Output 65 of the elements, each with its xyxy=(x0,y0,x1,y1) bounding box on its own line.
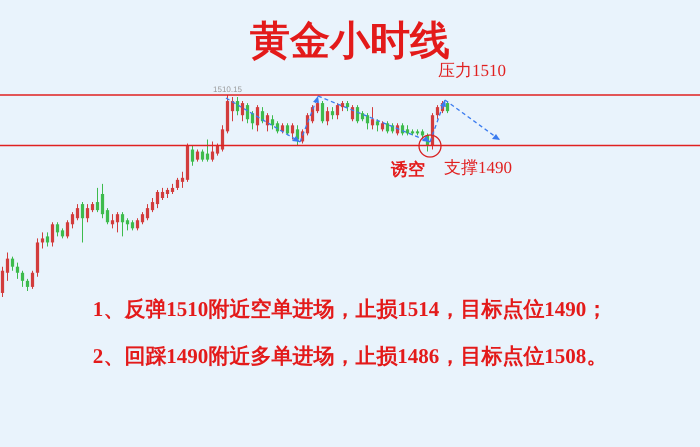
candlestick xyxy=(10,256,14,272)
candlestick xyxy=(386,120,390,134)
candlestick xyxy=(340,100,344,112)
candlestick xyxy=(376,118,380,132)
candlestick xyxy=(270,114,274,130)
candlestick xyxy=(206,138,210,162)
candlestick xyxy=(150,198,154,213)
candlestick xyxy=(26,278,30,292)
candlestick xyxy=(346,100,350,112)
candlestick xyxy=(196,149,200,162)
candlestick xyxy=(140,212,144,225)
candlestick xyxy=(6,252,10,282)
candlestick xyxy=(136,218,140,231)
candlestick xyxy=(160,187,164,201)
candlestick xyxy=(76,204,80,221)
legend-label: 支撑1490 xyxy=(444,158,512,177)
candlestick xyxy=(96,187,100,213)
candlestick xyxy=(266,112,270,132)
candlestick xyxy=(156,189,160,209)
candlestick xyxy=(326,106,330,126)
ref-line-label: 压力1510 xyxy=(438,61,506,80)
candlestick xyxy=(90,202,94,213)
candlestick xyxy=(320,100,324,124)
candlestick xyxy=(20,270,24,288)
candlestick xyxy=(200,149,204,162)
candlestick xyxy=(436,104,440,120)
candlestick xyxy=(100,183,104,219)
candlestick xyxy=(120,212,124,237)
candlestick xyxy=(86,204,90,223)
candlestick xyxy=(170,183,174,194)
candlestick xyxy=(40,232,44,250)
candlestick xyxy=(80,202,84,243)
candlestick xyxy=(180,171,184,188)
candlestick xyxy=(366,112,370,130)
candlestick xyxy=(30,270,34,290)
candlestick xyxy=(60,228,64,239)
candlestick xyxy=(16,262,20,280)
annotation: 1510.15 xyxy=(213,85,243,94)
candlestick xyxy=(110,214,114,229)
candlestick xyxy=(446,100,450,114)
candlestick xyxy=(166,187,170,199)
annotation: 诱空 xyxy=(390,160,425,179)
candlestick xyxy=(66,220,70,239)
candlestick xyxy=(70,212,74,229)
candlestick xyxy=(176,177,180,190)
candlestick xyxy=(0,266,4,298)
candlestick xyxy=(106,208,110,225)
chart-title: 黄金小时线 xyxy=(250,18,450,63)
candlestick xyxy=(130,220,134,231)
candlestick xyxy=(50,222,54,247)
candlestick xyxy=(380,120,384,132)
candlestick xyxy=(190,145,194,166)
candlestick xyxy=(290,122,294,140)
candlestick xyxy=(336,102,340,120)
candlestick xyxy=(146,204,150,221)
candlestick xyxy=(330,106,334,120)
annotation: 1、反弹1510附近空单进场，止损1514，目标点位1490； xyxy=(92,297,608,321)
candlestick xyxy=(46,232,50,247)
candlestick xyxy=(370,106,374,130)
candlestick xyxy=(210,140,214,162)
candlestick xyxy=(116,212,120,233)
candlestick xyxy=(126,218,130,231)
candlestick xyxy=(286,122,290,136)
text: 2、回踩1490附近多单进场，止损1486，目标点位1508。 xyxy=(92,344,608,368)
candlestick xyxy=(56,222,60,237)
